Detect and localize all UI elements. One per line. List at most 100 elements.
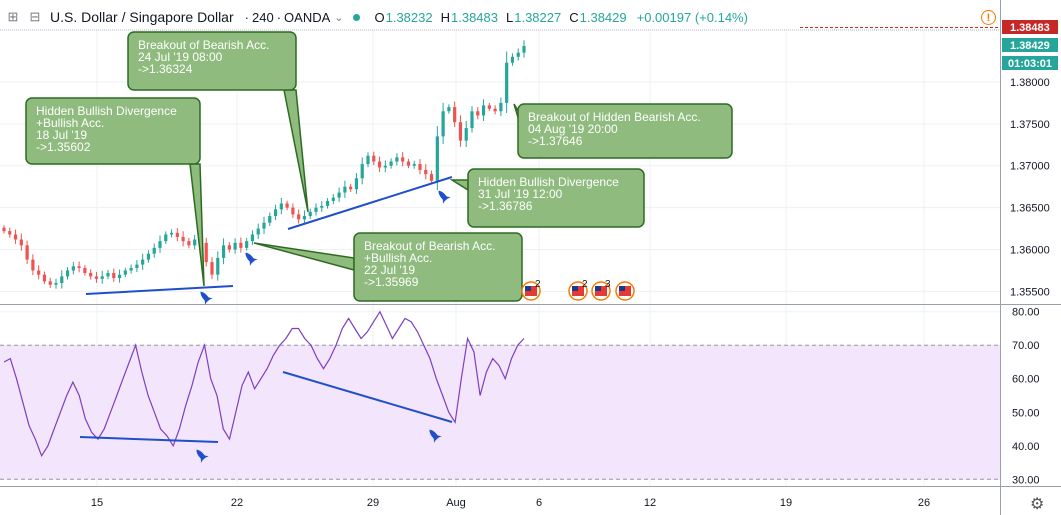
- candle: [493, 105, 497, 115]
- candle-body: [320, 205, 324, 208]
- flag-canton: [595, 286, 601, 291]
- candle: [395, 153, 399, 166]
- candle-body: [262, 222, 266, 229]
- chevron-down-icon[interactable]: ⌄: [334, 11, 344, 24]
- rsi-tick-label: 60.00: [1012, 374, 1040, 386]
- candle-body: [89, 272, 93, 277]
- annotation-line: +Bullish Acc.: [36, 116, 104, 130]
- candle: [54, 278, 58, 289]
- candle-body: [493, 108, 497, 112]
- ohlc-close-value: 1.38429: [579, 9, 627, 25]
- price-tick-label: 1.38000: [1010, 77, 1050, 89]
- time-tick-label: 12: [644, 497, 656, 509]
- price-tick-label: 1.36500: [1010, 203, 1050, 215]
- annotation-callout: Breakout of Bearish Acc.+Bullish Acc.22 …: [253, 232, 523, 302]
- candle: [389, 158, 393, 169]
- rocket-icon: [438, 190, 451, 204]
- warning-icon[interactable]: !: [981, 10, 996, 25]
- chart-header: ⊞ ⊟ U.S. Dollar / Singapore Dollar · 240…: [7, 9, 748, 25]
- candle-body: [279, 203, 283, 210]
- time-tick-label: Aug: [446, 497, 466, 509]
- candle: [204, 237, 208, 267]
- candle: [193, 234, 197, 250]
- event-flag: 3: [591, 279, 611, 301]
- callout-pointer: [253, 242, 355, 271]
- flag-canton: [572, 286, 578, 291]
- candle-body: [297, 214, 301, 220]
- price-change: +0.00197 (+0.14%): [636, 9, 748, 25]
- candle-body: [233, 242, 237, 250]
- rocket-fin: [433, 435, 442, 443]
- rsi-tick-label: 80.00: [1012, 307, 1040, 319]
- candle-body: [8, 231, 12, 235]
- candle: [42, 271, 47, 285]
- crosshair-icon[interactable]: ⊞: [7, 9, 19, 24]
- candle: [262, 216, 266, 234]
- candle-body: [499, 102, 503, 112]
- candle: [441, 102, 445, 144]
- candle: [435, 126, 439, 191]
- candle-body: [256, 228, 260, 235]
- event-flag: 2: [568, 279, 588, 301]
- candle: [239, 237, 243, 253]
- candle: [401, 152, 405, 167]
- candle: [65, 267, 70, 280]
- candle-body: [360, 164, 364, 179]
- candle: [158, 235, 162, 253]
- collapse-icon[interactable]: ⊟: [29, 9, 41, 24]
- candle: [2, 225, 6, 234]
- candle: [181, 231, 185, 247]
- high-price-tag: 1.38483: [1010, 22, 1050, 34]
- rocket-fin: [200, 455, 209, 463]
- ohlc-low-key: L: [506, 9, 514, 25]
- market-status-dot: [353, 13, 361, 21]
- annotation-line: 24 Jul '19 08:00: [138, 50, 223, 64]
- candle: [256, 223, 260, 239]
- candle-body: [2, 227, 6, 232]
- candle-body: [377, 161, 382, 168]
- candle: [83, 265, 87, 276]
- candle: [89, 269, 93, 280]
- candle: [129, 264, 133, 274]
- interval-label[interactable]: 240: [251, 9, 274, 25]
- annotation-line: Hidden Bullish Divergence: [36, 104, 177, 118]
- ohlc-open-value: 1.38232: [385, 9, 433, 25]
- candle-body: [193, 239, 197, 246]
- candle-body: [481, 105, 486, 116]
- candle: [152, 243, 156, 258]
- candle-body: [343, 186, 347, 193]
- candle-body: [239, 242, 243, 248]
- candle: [100, 270, 104, 284]
- candle: [429, 170, 434, 185]
- candle: [175, 228, 179, 242]
- candle-body: [441, 111, 445, 137]
- rsi-band: [0, 345, 1000, 480]
- candle-body: [516, 52, 520, 57]
- callout-pointer: [189, 163, 205, 287]
- time-axis: 15 22 29 Aug 6 12 19 26: [91, 497, 930, 509]
- price-tick-label: 1.37500: [1010, 119, 1050, 131]
- gear-icon[interactable]: ⚙: [1030, 496, 1045, 513]
- candle: [106, 269, 110, 280]
- candle-body: [273, 209, 278, 217]
- annotation-line: ->1.35969: [364, 275, 419, 289]
- symbol-name[interactable]: U.S. Dollar / Singapore Dollar: [50, 9, 234, 25]
- candle-body: [314, 207, 318, 212]
- candle: [169, 229, 174, 238]
- candle-body: [19, 239, 23, 246]
- candle: [406, 158, 411, 169]
- candle: [383, 160, 387, 173]
- candle-body: [418, 164, 422, 170]
- candle: [221, 238, 226, 265]
- countdown-tag-bg: [1002, 56, 1058, 70]
- candle: [302, 210, 307, 225]
- candle-body: [135, 264, 139, 268]
- rocket-body: [196, 449, 206, 461]
- price-tick-label: 1.35500: [1010, 286, 1050, 298]
- candle: [60, 270, 64, 289]
- candle-body: [308, 211, 312, 217]
- event-flag: [615, 281, 635, 301]
- candles: [2, 40, 526, 289]
- candle-body: [187, 241, 191, 246]
